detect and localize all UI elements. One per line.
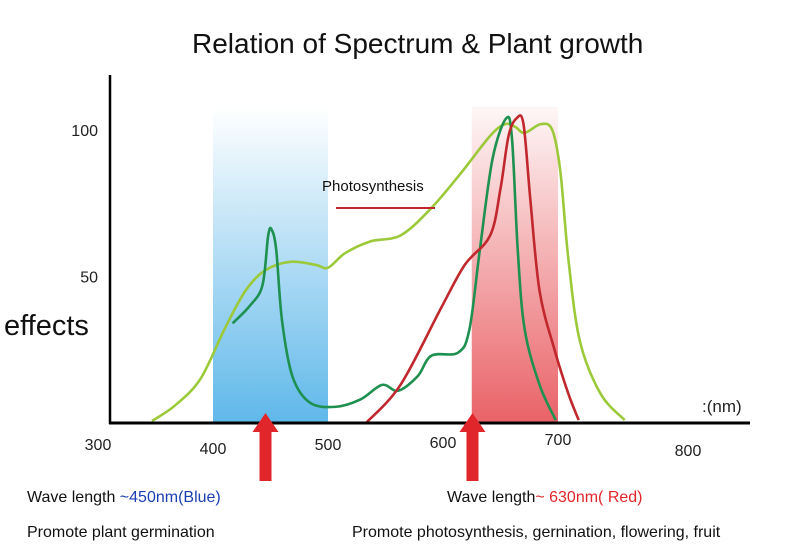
curve-red [364, 114, 580, 424]
red-wavelength-label: Wave length~ 630nm( Red) [447, 489, 643, 507]
blue-value: ~450nm(Blue) [119, 489, 221, 506]
blue-wavelength-label: Wave length ~450nm(Blue) [27, 489, 221, 507]
y-tick-label: 100 [71, 123, 98, 140]
red-arrow-icon [459, 413, 486, 481]
x-tick-label: 700 [545, 432, 572, 449]
x-tick-label: 800 [675, 443, 702, 460]
x-axis-unit: :(nm) [702, 397, 742, 416]
photosynthesis-curve-lightgreen [151, 122, 626, 423]
red-value: ~ 630nm( Red) [535, 489, 643, 506]
blue-arrow-icon [252, 413, 279, 481]
x-tick-label: 400 [200, 441, 227, 458]
x-tick-label: 500 [315, 437, 342, 454]
y-axis-label: effects [4, 310, 89, 342]
curve-darkgreen [231, 115, 557, 421]
x-tick-label: 300 [85, 437, 112, 454]
y-tick-label: 50 [80, 270, 98, 287]
x-tick-label: 600 [430, 435, 457, 452]
blue-description: Promote plant germination [27, 524, 215, 541]
legend-label: Photosynthesis [322, 178, 424, 195]
chart-title: Relation of Spectrum & Plant growth [192, 28, 644, 59]
red-prefix: Wave length [447, 489, 536, 506]
red-band [471, 106, 558, 423]
red-description: Promote photosynthesis, gernination, flo… [352, 524, 721, 541]
blue-prefix: Wave length [27, 489, 120, 506]
